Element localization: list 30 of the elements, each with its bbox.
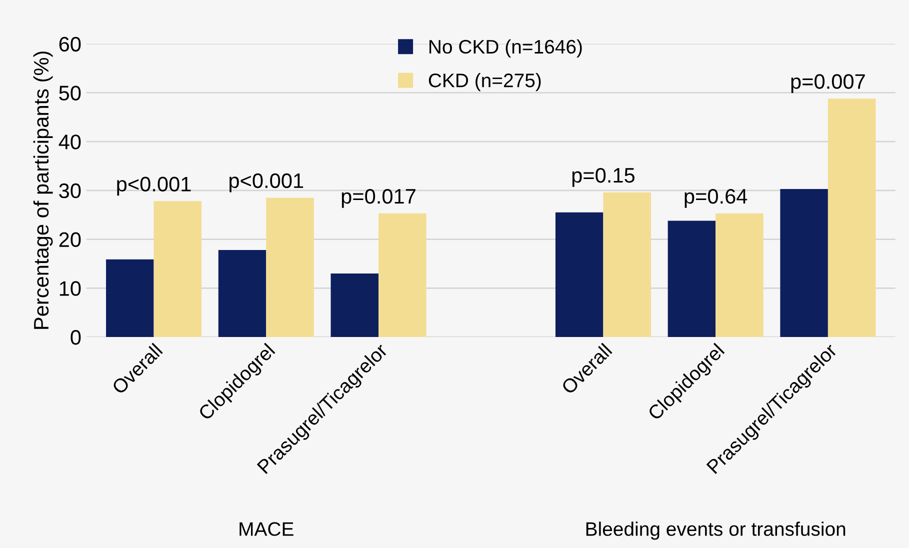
bar [555,212,604,338]
bar [378,213,426,338]
y-tick-label: 20 [59,232,81,248]
bar [828,98,876,338]
annotation: p=0.15 [572,168,634,187]
bar [780,188,828,338]
y-tick-label: 30 [59,183,81,198]
text: Bleeding events or transfusion [586,522,846,540]
bar [154,201,202,338]
y-tick-label: 0 [70,330,81,345]
bar [106,259,154,338]
annotation: p=0.017 [342,188,416,208]
y-tick-label: 60 [59,36,81,52]
annotation: p<0.001 [230,173,304,192]
bar [668,220,716,338]
annotation: p<0.001 [117,176,191,196]
y-tick-label: 10 [60,281,81,296]
legend-label: CKD (n=275) [428,73,541,92]
bar [603,192,651,338]
bar [716,213,764,338]
annotation: p=0.007 [791,74,865,94]
y-tick-label: 40 [58,134,81,150]
y-tick-label: 50 [59,86,81,100]
bar [218,250,266,338]
bar [266,198,314,338]
y-axis-title: Percentage of participants (%) [33,52,53,329]
annotation: p=0.64 [684,188,748,208]
bar [330,274,378,338]
text: MACE [240,522,294,536]
legend-label: No CKD (n=1646) [429,39,582,58]
